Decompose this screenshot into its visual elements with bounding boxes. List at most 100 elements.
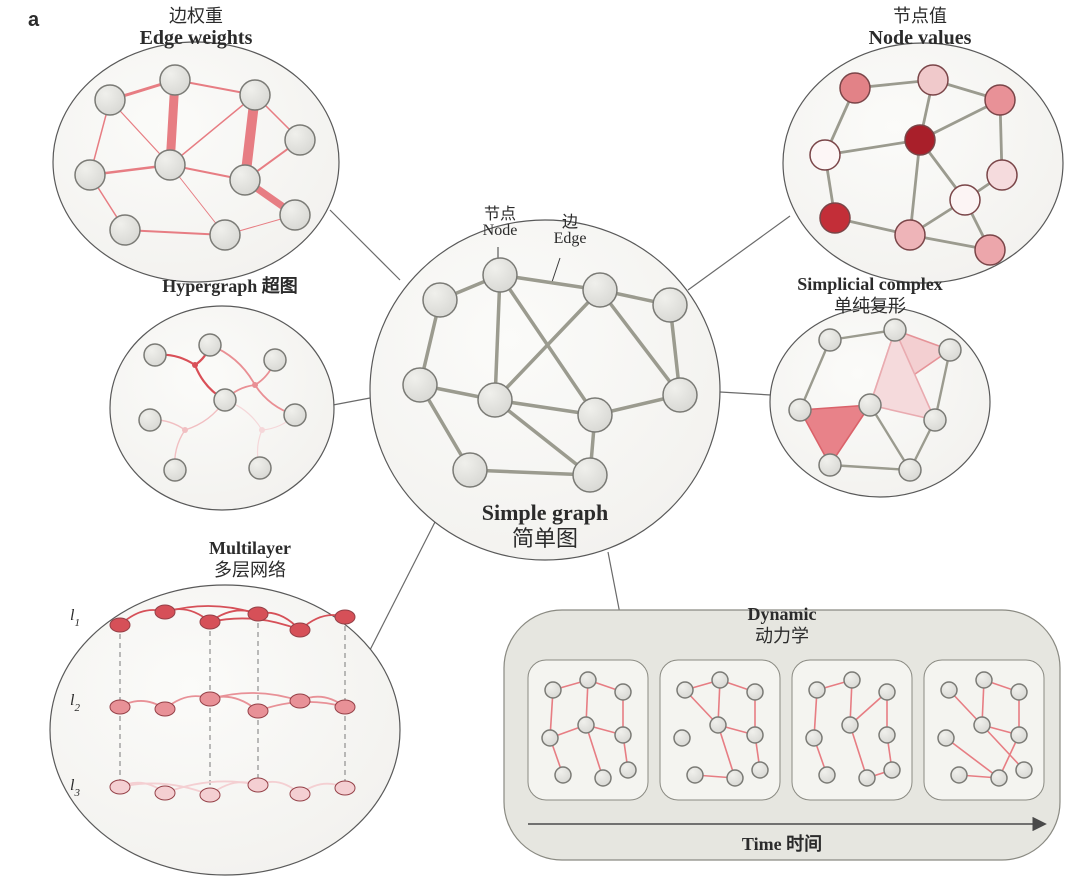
dyn-node xyxy=(555,767,571,783)
graph-node xyxy=(819,454,841,476)
layer-node xyxy=(248,607,268,621)
valued-node xyxy=(987,160,1017,190)
graph-node xyxy=(663,378,697,412)
valued-node xyxy=(918,65,948,95)
dyn-node xyxy=(951,767,967,783)
graph-node xyxy=(483,258,517,292)
layer-node xyxy=(248,704,268,718)
graph-node xyxy=(453,453,487,487)
valued-node xyxy=(820,203,850,233)
layer-node xyxy=(290,694,310,708)
layer-node xyxy=(110,700,130,714)
graph-node xyxy=(284,404,306,426)
dyn-node xyxy=(727,770,743,786)
graph-node xyxy=(789,399,811,421)
hyperedge-hub xyxy=(182,427,188,433)
graph-node xyxy=(144,344,166,366)
valued-node xyxy=(840,73,870,103)
graph-node xyxy=(95,85,125,115)
dyn-node xyxy=(687,767,703,783)
dyn-node xyxy=(974,717,990,733)
title-edge-weights-cn: 边权重 xyxy=(169,6,223,26)
title-simple-cn: 简单图 xyxy=(512,526,578,551)
graph-node xyxy=(285,125,315,155)
dyn-node xyxy=(819,767,835,783)
title-edge-weights-en: Edge weights xyxy=(140,27,253,49)
panel-label-a: a xyxy=(28,9,40,31)
title-multilayer-en: Multilayer xyxy=(209,538,291,558)
graph-node xyxy=(249,457,271,479)
valued-node xyxy=(975,235,1005,265)
graph-node xyxy=(155,150,185,180)
valued-node xyxy=(810,140,840,170)
dyn-node xyxy=(976,672,992,688)
label-node-en: Node xyxy=(483,222,518,239)
title-simplicial-cn: 单纯复形 xyxy=(834,296,906,316)
dyn-node xyxy=(842,717,858,733)
dyn-node xyxy=(991,770,1007,786)
valued-node xyxy=(985,85,1015,115)
figure-svg: a 边权重Edge weights 节点值Node values Hypergraph… xyxy=(0,0,1080,881)
dyn-node xyxy=(677,682,693,698)
dyn-node xyxy=(752,762,768,778)
dyn-node xyxy=(884,762,900,778)
title-hypergraph: Hypergraph 超图 xyxy=(162,275,298,296)
layer-node xyxy=(155,786,175,800)
dyn-node xyxy=(859,770,875,786)
layer-node xyxy=(335,781,355,795)
label-node-cn: 节点 xyxy=(484,205,516,223)
label-edge-cn: 边 xyxy=(562,213,578,231)
dyn-node xyxy=(941,682,957,698)
graph-node xyxy=(423,283,457,317)
title-simple-en: Simple graph xyxy=(482,500,609,525)
dyn-node xyxy=(938,730,954,746)
dyn-node xyxy=(712,672,728,688)
graph-node xyxy=(859,394,881,416)
layer-node xyxy=(155,702,175,716)
title-simplicial-en: Simplicial complex xyxy=(797,274,943,294)
bubble-multilayer xyxy=(50,585,400,875)
layer-node xyxy=(200,615,220,629)
graph-node xyxy=(139,409,161,431)
graph-node xyxy=(75,160,105,190)
valued-node xyxy=(895,220,925,250)
valued-node xyxy=(950,185,980,215)
dyn-node xyxy=(620,762,636,778)
layer-node xyxy=(110,780,130,794)
graph-node xyxy=(110,215,140,245)
dyn-node xyxy=(1011,727,1027,743)
dyn-node xyxy=(806,730,822,746)
title-node-values-en: Node values xyxy=(869,27,972,49)
title-node-values-cn: 节点值 xyxy=(893,6,947,26)
valued-node xyxy=(905,125,935,155)
graph-node xyxy=(478,383,512,417)
title-dynamic-en: Dynamic xyxy=(748,604,817,624)
dyn-node xyxy=(1011,684,1027,700)
layer-node xyxy=(155,605,175,619)
layer-node xyxy=(248,778,268,792)
graph-node xyxy=(573,458,607,492)
graph-node xyxy=(653,288,687,322)
dyn-node xyxy=(542,730,558,746)
graph-node xyxy=(578,398,612,432)
hyperedge-hub xyxy=(259,427,265,433)
graph-node xyxy=(160,65,190,95)
graph-node xyxy=(230,165,260,195)
graph-node xyxy=(199,334,221,356)
graph-node xyxy=(280,200,310,230)
dyn-node xyxy=(747,684,763,700)
dyn-node xyxy=(879,684,895,700)
dyn-node xyxy=(844,672,860,688)
layer-node xyxy=(200,788,220,802)
graph-node xyxy=(240,80,270,110)
layer-node xyxy=(290,787,310,801)
hyperedge-hub xyxy=(192,362,198,368)
label-edge-en: Edge xyxy=(554,230,587,247)
dyn-node xyxy=(710,717,726,733)
graph-node xyxy=(210,220,240,250)
graph-node xyxy=(583,273,617,307)
graph-node xyxy=(164,459,186,481)
title-time: Time 时间 xyxy=(742,834,822,854)
dyn-node xyxy=(747,727,763,743)
dyn-node xyxy=(809,682,825,698)
